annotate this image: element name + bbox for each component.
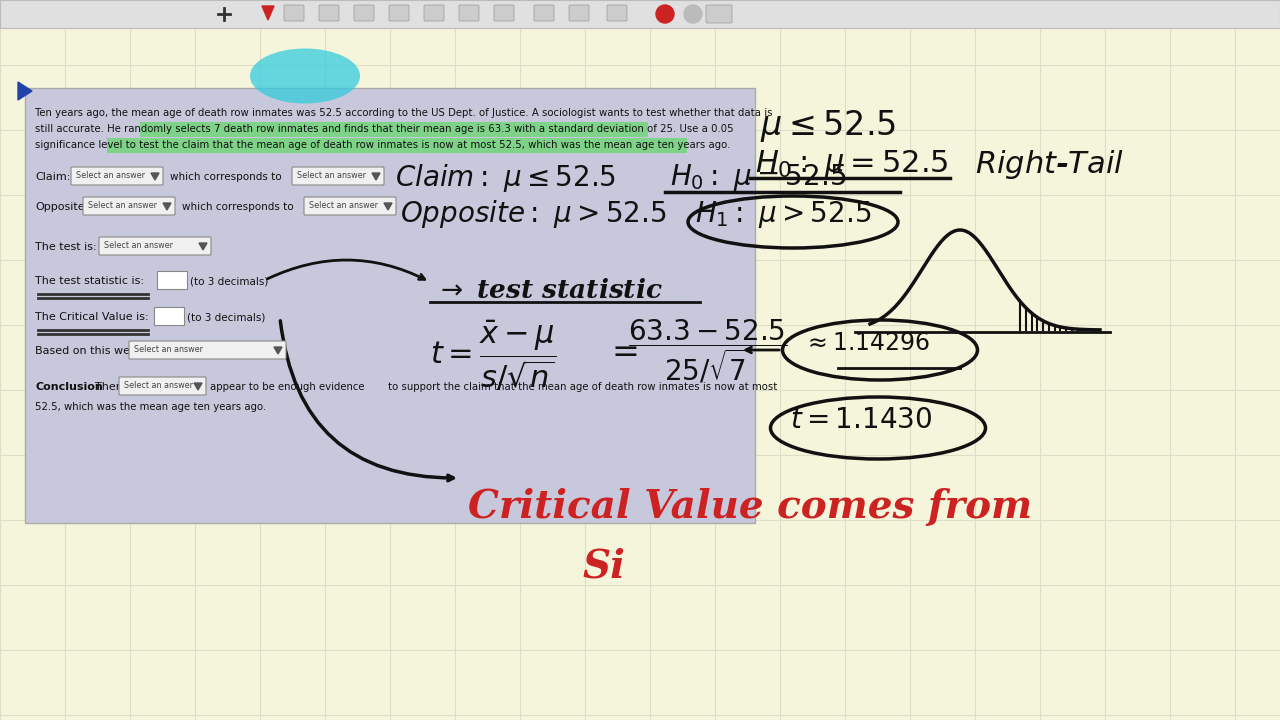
Text: $\mathit{Right}$-$\mathit{Tail}$: $\mathit{Right}$-$\mathit{Tail}$ [975, 148, 1124, 181]
FancyBboxPatch shape [424, 5, 444, 21]
Text: Opposite:: Opposite: [35, 202, 88, 212]
FancyBboxPatch shape [70, 167, 163, 185]
FancyBboxPatch shape [389, 5, 410, 21]
Text: $t = 1.1430$: $t = 1.1430$ [790, 408, 932, 434]
FancyBboxPatch shape [707, 5, 732, 23]
Text: $H_0:\ \mu = 52.5$: $H_0:\ \mu = 52.5$ [669, 162, 846, 193]
Text: $H_1:\ \mu > 52.5$: $H_1:\ \mu > 52.5$ [695, 199, 872, 230]
FancyBboxPatch shape [494, 5, 515, 21]
Text: $\approx 1.14296$: $\approx 1.14296$ [803, 331, 929, 355]
FancyBboxPatch shape [284, 5, 305, 21]
Text: Select an answer: Select an answer [308, 202, 378, 210]
FancyBboxPatch shape [140, 122, 648, 137]
Text: Si: Si [582, 548, 625, 586]
FancyBboxPatch shape [319, 5, 339, 21]
Text: (to 3 decimals): (to 3 decimals) [187, 312, 265, 322]
FancyBboxPatch shape [534, 5, 554, 21]
Text: $\rightarrow$ test statistic: $\rightarrow$ test statistic [435, 278, 663, 303]
Text: which corresponds to: which corresponds to [182, 202, 293, 212]
Text: Select an answer: Select an answer [76, 171, 145, 181]
Text: The Critical Value is:: The Critical Value is: [35, 312, 148, 322]
FancyBboxPatch shape [83, 197, 175, 215]
FancyBboxPatch shape [108, 138, 687, 153]
Text: $\mathit{Claim:}\ \mu \leq 52.5$: $\mathit{Claim:}\ \mu \leq 52.5$ [396, 162, 616, 194]
Text: Critical Value comes from: Critical Value comes from [468, 488, 1032, 526]
Ellipse shape [250, 48, 360, 104]
Text: Select an answer: Select an answer [88, 202, 157, 210]
Polygon shape [151, 173, 159, 180]
Text: significance level to test the claim that the mean age of death row inmates is n: significance level to test the claim tha… [35, 140, 731, 150]
Text: $\mathit{Opposite:}\ \mu > 52.5$: $\mathit{Opposite:}\ \mu > 52.5$ [399, 198, 667, 230]
Text: The test is:: The test is: [35, 242, 96, 252]
Polygon shape [274, 347, 282, 354]
Text: appear to be enough evidence: appear to be enough evidence [210, 382, 365, 392]
Polygon shape [198, 243, 207, 250]
Text: still accurate. He randomly selects 7 death row inmates and finds that their mea: still accurate. He randomly selects 7 de… [35, 124, 733, 134]
FancyBboxPatch shape [0, 0, 1280, 28]
Text: $\dfrac{63.3 - 52.5}{25/\sqrt{7}}$: $\dfrac{63.3 - 52.5}{25/\sqrt{7}}$ [628, 318, 787, 385]
Text: to support the claim that the mean age of death row inmates is now at most: to support the claim that the mean age o… [388, 382, 777, 392]
Text: which corresponds to: which corresponds to [170, 172, 282, 182]
FancyBboxPatch shape [292, 167, 384, 185]
Text: Ten years ago, the mean age of death row inmates was 52.5 according to the US De: Ten years ago, the mean age of death row… [35, 108, 773, 118]
Text: $\mu \leq 52.5$: $\mu \leq 52.5$ [760, 108, 896, 144]
FancyBboxPatch shape [460, 5, 479, 21]
FancyBboxPatch shape [99, 237, 211, 255]
Text: Based on this we:: Based on this we: [35, 346, 133, 356]
Polygon shape [195, 383, 202, 390]
Text: Select an answer: Select an answer [104, 241, 173, 251]
Text: The test statistic is:: The test statistic is: [35, 276, 143, 286]
Polygon shape [384, 203, 392, 210]
Polygon shape [163, 203, 172, 210]
Text: There: There [95, 382, 127, 392]
Text: (to 3 decimals): (to 3 decimals) [189, 276, 269, 286]
Text: $t = \dfrac{\bar{x} - \mu}{s/\sqrt{n}}$: $t = \dfrac{\bar{x} - \mu}{s/\sqrt{n}}$ [430, 318, 557, 392]
Text: $=$: $=$ [605, 333, 637, 366]
Text: Select an answer: Select an answer [297, 171, 366, 181]
Circle shape [657, 5, 675, 23]
FancyBboxPatch shape [129, 341, 285, 359]
Text: Conclusion: Conclusion [35, 382, 102, 392]
Polygon shape [18, 82, 32, 100]
FancyBboxPatch shape [26, 88, 755, 523]
Text: 52.5, which was the mean age ten years ago.: 52.5, which was the mean age ten years a… [35, 402, 266, 412]
FancyBboxPatch shape [305, 197, 396, 215]
FancyBboxPatch shape [570, 5, 589, 21]
Text: Select an answer: Select an answer [124, 382, 193, 390]
Polygon shape [372, 173, 380, 180]
FancyBboxPatch shape [607, 5, 627, 21]
Text: Select an answer: Select an answer [134, 346, 204, 354]
Text: $H_0:\ \mu = 52.5$: $H_0:\ \mu = 52.5$ [755, 148, 948, 181]
Text: Claim:: Claim: [35, 172, 70, 182]
FancyBboxPatch shape [157, 271, 187, 289]
FancyBboxPatch shape [355, 5, 374, 21]
FancyBboxPatch shape [119, 377, 206, 395]
FancyBboxPatch shape [154, 307, 184, 325]
Polygon shape [262, 6, 274, 20]
Circle shape [684, 5, 701, 23]
